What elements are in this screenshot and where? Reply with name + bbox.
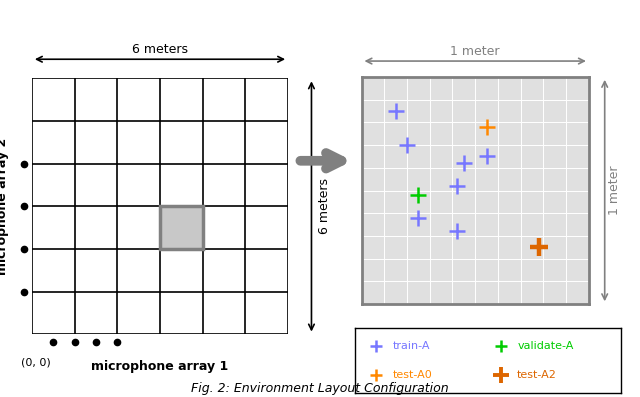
Text: (0, 0): (0, 0) xyxy=(21,358,51,368)
Text: 1 meter: 1 meter xyxy=(451,44,500,58)
Bar xyxy=(160,206,203,249)
Text: 6 meters: 6 meters xyxy=(318,178,331,235)
Text: 1 meter: 1 meter xyxy=(608,166,621,215)
Text: test-A2: test-A2 xyxy=(517,370,557,380)
Text: microphone array 1: microphone array 1 xyxy=(92,360,228,373)
Text: Fig. 2: Environment Layout Configuration: Fig. 2: Environment Layout Configuration xyxy=(191,382,449,395)
Text: validate-A: validate-A xyxy=(517,341,573,351)
Text: microphone array 2: microphone array 2 xyxy=(0,138,8,275)
Text: 6 meters: 6 meters xyxy=(132,43,188,56)
Text: train-A: train-A xyxy=(392,341,430,351)
Text: test-A0: test-A0 xyxy=(392,370,432,380)
